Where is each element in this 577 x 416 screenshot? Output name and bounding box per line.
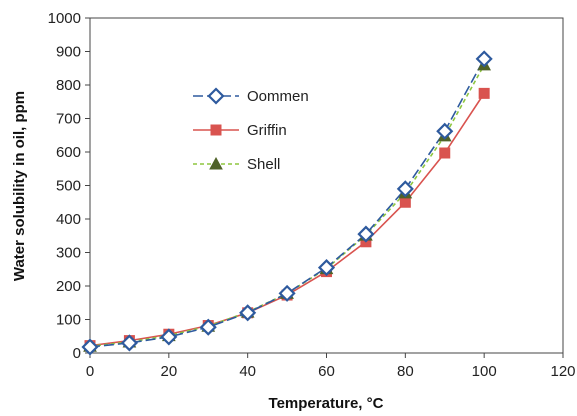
data-point-oommen <box>120 334 138 352</box>
legend: Oommen Griffin Shell <box>193 87 309 173</box>
data-point-oommen <box>199 318 217 336</box>
data-point-oommen <box>278 284 296 302</box>
x-axis: 0 20 40 60 80 100 120 <box>86 353 576 380</box>
series-line-shell <box>89 64 485 348</box>
y-tick-label: 100 <box>56 312 81 329</box>
data-point-oommen <box>81 338 99 356</box>
legend-marker-oommen <box>207 87 225 105</box>
legend-label-shell: Shell <box>247 156 280 173</box>
x-tick-label: 20 <box>160 363 177 380</box>
y-tick-label: 700 <box>56 111 81 128</box>
data-point-oommen <box>436 122 454 140</box>
data-point-griffin <box>439 147 451 159</box>
series-layer <box>81 50 493 356</box>
data-point-oommen <box>239 304 257 322</box>
legend-label-oommen: Oommen <box>247 88 309 105</box>
y-tick-label: 400 <box>56 211 81 228</box>
data-point-griffin <box>399 196 411 208</box>
data-point-griffin <box>478 87 490 99</box>
y-tick-label: 0 <box>73 345 81 362</box>
x-tick-label: 100 <box>472 363 497 380</box>
y-tick-label: 300 <box>56 245 81 262</box>
y-tick-label: 600 <box>56 144 81 161</box>
data-point-oommen <box>357 225 375 243</box>
legend-marker-griffin <box>210 124 222 136</box>
y-tick-label: 200 <box>56 278 81 295</box>
data-point-oommen <box>396 180 414 198</box>
x-axis-title: Temperature, °C <box>269 395 384 412</box>
x-tick-label: 80 <box>397 363 414 380</box>
x-tick-label: 40 <box>239 363 256 380</box>
data-point-oommen <box>475 50 493 68</box>
x-tick-label: 0 <box>86 363 94 380</box>
x-tick-label: 120 <box>550 363 575 380</box>
y-axis: 0 100 200 300 400 500 600 700 800 900 1000 <box>48 10 90 362</box>
legend-label-griffin: Griffin <box>247 122 287 139</box>
data-point-oommen <box>317 259 336 277</box>
plot-frame <box>89 17 564 354</box>
y-tick-label: 900 <box>56 44 81 61</box>
y-axis-title: Water solubility in oil, ppm <box>11 91 28 281</box>
series-line-griffin <box>89 92 485 347</box>
y-tick-label: 1000 <box>48 10 81 27</box>
legend-marker-shell <box>209 156 223 170</box>
data-point-oommen <box>160 328 178 346</box>
x-tick-label: 60 <box>318 363 335 380</box>
y-tick-label: 500 <box>56 178 81 195</box>
y-tick-label: 800 <box>56 77 81 94</box>
